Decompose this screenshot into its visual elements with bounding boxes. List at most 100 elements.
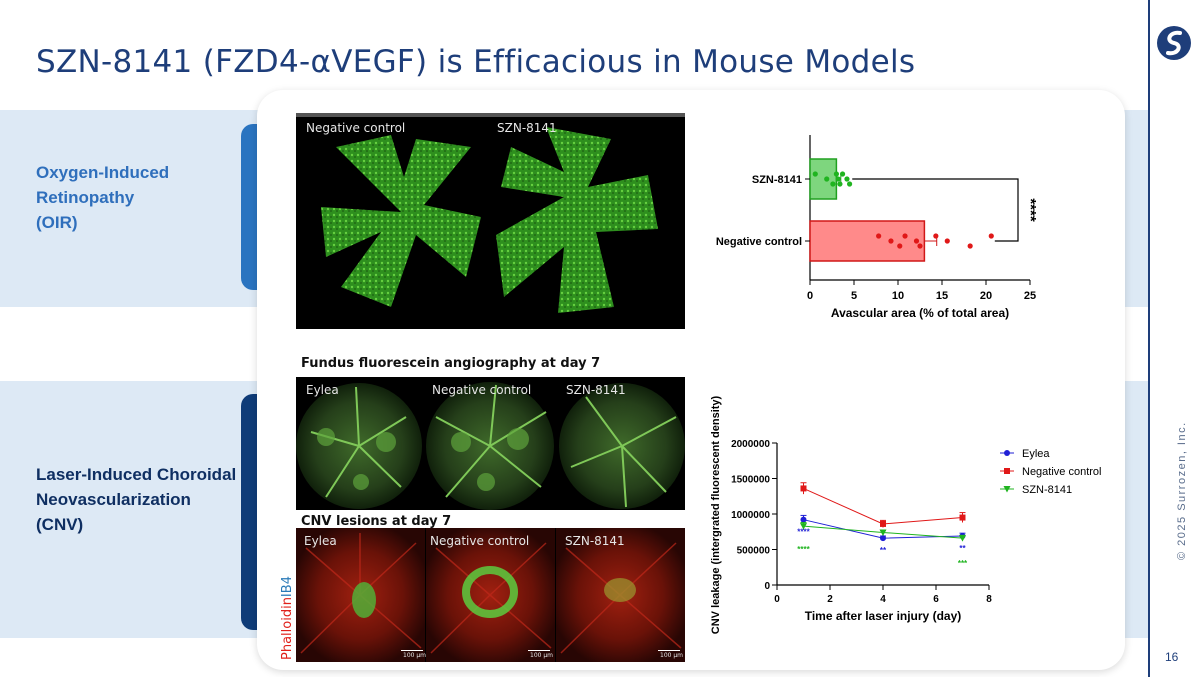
data-point: [839, 171, 846, 177]
cnv-lesions-caption: CNV lesions at day 7: [301, 514, 452, 529]
y-axis-label: CNV leakage (intergrated fluorescent den…: [710, 395, 722, 634]
significance-bracket: [852, 178, 1019, 242]
cnv-label-negative: Negative control: [430, 534, 530, 548]
data-point: [959, 514, 966, 521]
significance-label: ****: [797, 528, 810, 537]
data-point: [824, 176, 830, 182]
oir-label-line3: (OIR): [36, 213, 78, 232]
significance-label: ****: [797, 545, 810, 554]
cnv-label-line3: (CNV): [36, 515, 84, 534]
x-tick-label: 15: [936, 290, 948, 302]
cnv-leakage-line-chart: 0 500000 1000000 1500000 2000000 0 2 4 6 8 Time af…: [710, 395, 1102, 634]
slide-title: SZN-8141 (FZD4-αVEGF) is Efficacious in …: [36, 44, 916, 80]
data-point: [944, 238, 950, 244]
cnv-lesion-panels: [296, 528, 685, 662]
significance-label: ****: [1022, 198, 1039, 222]
oir-label-szn: SZN-8141: [497, 121, 557, 135]
data-point: [880, 520, 886, 527]
data-point: [812, 171, 818, 177]
data-point: [876, 233, 882, 239]
bar: [809, 220, 926, 262]
scale-bar-label: 100 µm: [530, 652, 554, 659]
oir-label-line1: Oxygen-Induced: [36, 163, 170, 182]
data-point: [800, 516, 807, 523]
y-tick-label: 1500000: [731, 475, 770, 486]
cnv-label-szn: SZN-8141: [565, 534, 625, 548]
y-tick-label: 1000000: [731, 510, 770, 521]
retina-flatmounts: [321, 127, 658, 313]
x-axis-label: Avascular area (% of total area): [831, 306, 1009, 320]
stain-phalloidin: Phalloidin: [280, 597, 295, 660]
data-point: [988, 233, 994, 239]
copyright-notice: © 2025 Surrozen, Inc.: [1176, 421, 1188, 560]
y-tick-label: 2000000: [731, 439, 770, 450]
data-point: [933, 233, 939, 239]
ffa-caption: Fundus fluorescein angiography at day 7: [301, 356, 601, 371]
scale-bar-label: 100 µm: [403, 652, 427, 659]
page-number: 16: [1165, 650, 1179, 664]
cnv-section-label: Laser-Induced Choroidal Neovascularizati…: [36, 462, 236, 537]
stain-ib4: IB4: [280, 576, 295, 598]
stain-legend: PhalloidinIB4: [280, 576, 295, 660]
oir-retina-image: Negative control SZN-8141: [296, 113, 685, 329]
scale-bar: [401, 650, 423, 651]
cnv-label-line1: Laser-Induced Choroidal: [36, 465, 237, 484]
y-tick-label: Negative control: [716, 236, 802, 248]
series-line: [803, 487, 963, 525]
x-tick-label: 6: [933, 594, 939, 605]
data-point: [967, 243, 973, 249]
data-point: [1004, 468, 1010, 474]
significance-label: **: [880, 546, 887, 555]
data-point: [917, 243, 923, 249]
y-tick-label: 0: [764, 581, 770, 592]
data-point: [902, 233, 908, 239]
x-tick-label: 2: [827, 594, 833, 605]
data-point: [800, 485, 807, 492]
ffa-fundus-images: [296, 382, 685, 510]
ffa-label-szn: SZN-8141: [566, 383, 626, 397]
legend-label: Eylea: [1022, 448, 1050, 460]
ffa-label-negative: Negative control: [432, 383, 532, 397]
data-point: [888, 238, 894, 244]
cnv-lesion-image: Eylea Negative control SZN-8141 100 µm 1…: [296, 528, 685, 662]
significance-label: ***: [958, 559, 968, 568]
oir-label-negative: Negative control: [306, 121, 406, 135]
oir-label-line2: Retinopathy: [36, 188, 135, 207]
data-point: [837, 181, 843, 187]
x-tick-label: 20: [980, 290, 992, 302]
y-tick-label: SZN-8141: [752, 174, 802, 186]
scale-bar: [658, 650, 680, 651]
company-logo: [1157, 26, 1191, 60]
data-point: [835, 176, 841, 182]
data-point: [830, 181, 836, 187]
data-point: [1004, 450, 1010, 456]
data-point: [897, 243, 903, 249]
x-tick-label: 4: [880, 594, 886, 605]
bar: [809, 158, 838, 200]
data-point: [880, 535, 886, 542]
x-tick-label: 25: [1024, 290, 1036, 302]
x-axis-label: Time after laser injury (day): [805, 609, 962, 623]
x-tick-label: 0: [774, 594, 780, 605]
scale-bar-label: 100 µm: [660, 652, 684, 659]
oir-section-label: Oxygen-Induced Retinopathy (OIR): [36, 160, 169, 235]
ffa-label-eylea: Eylea: [306, 383, 339, 397]
cnv-label-eylea: Eylea: [304, 534, 337, 548]
x-tick-label: 0: [807, 290, 813, 302]
data-point: [844, 176, 850, 182]
data-point: [800, 523, 807, 530]
data-point: [847, 181, 853, 187]
legend-label: SZN-8141: [1022, 484, 1072, 496]
data-point: [959, 535, 966, 542]
x-tick-label: 10: [892, 290, 904, 302]
ffa-image: Eylea Negative control SZN-8141: [296, 377, 685, 510]
legend-label: Negative control: [1022, 466, 1102, 478]
x-tick-label: 8: [986, 594, 992, 605]
right-divider: [1148, 0, 1150, 677]
data-point: [913, 238, 920, 244]
significance-label: **: [959, 544, 966, 553]
cnv-label-line2: Neovascularization: [36, 490, 191, 509]
data-point: [1003, 486, 1011, 493]
x-tick-label: 5: [851, 290, 857, 302]
y-tick-label: 500000: [737, 546, 771, 557]
